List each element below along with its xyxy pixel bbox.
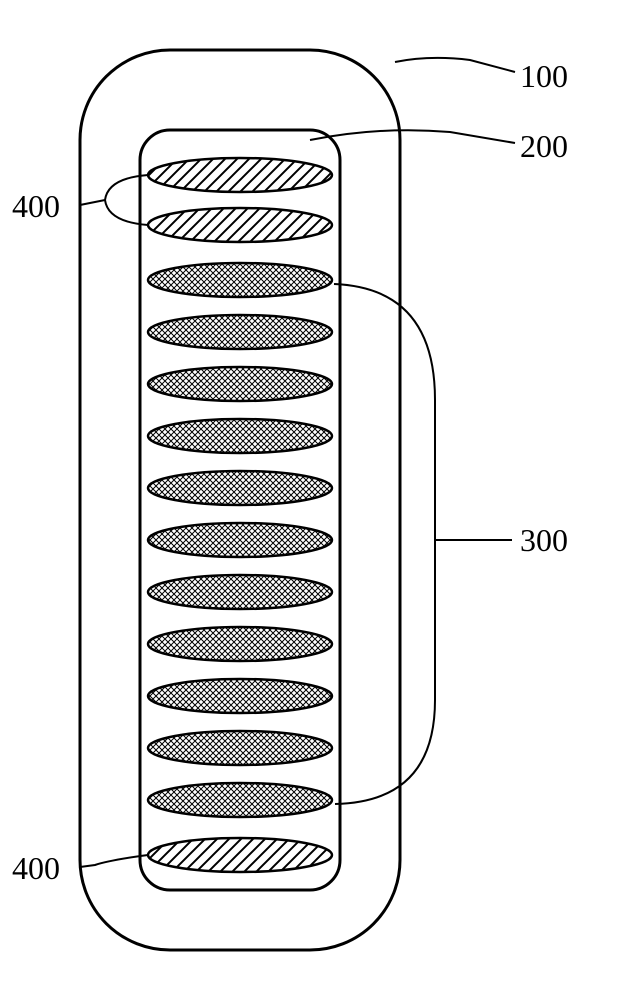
leader-400-bottom <box>80 855 148 867</box>
disc-300 <box>148 783 332 817</box>
leader-400-top-bracket <box>105 175 148 225</box>
leader-200 <box>310 130 515 143</box>
label-300: 300 <box>520 522 568 559</box>
inner-vessel <box>140 130 340 890</box>
label-400-top: 400 <box>12 188 60 225</box>
disc-300 <box>148 575 332 609</box>
label-100: 100 <box>520 58 568 95</box>
label-200: 200 <box>520 128 568 165</box>
disc-300 <box>148 315 332 349</box>
disc-400 <box>148 208 332 242</box>
leader-400-top-stem <box>80 200 105 205</box>
disc-300 <box>148 627 332 661</box>
patent-figure: 100 200 300 400 400 <box>0 0 624 1000</box>
leader-100 <box>395 58 515 72</box>
disc-400 <box>148 158 332 192</box>
disc-300 <box>148 471 332 505</box>
leader-300-bracket <box>334 284 435 804</box>
label-400-bottom: 400 <box>12 850 60 887</box>
disc-300 <box>148 419 332 453</box>
disc-300 <box>148 263 332 297</box>
disc-300 <box>148 367 332 401</box>
disc-300 <box>148 731 332 765</box>
disc-300 <box>148 679 332 713</box>
disc-300 <box>148 523 332 557</box>
disc-400 <box>148 838 332 872</box>
